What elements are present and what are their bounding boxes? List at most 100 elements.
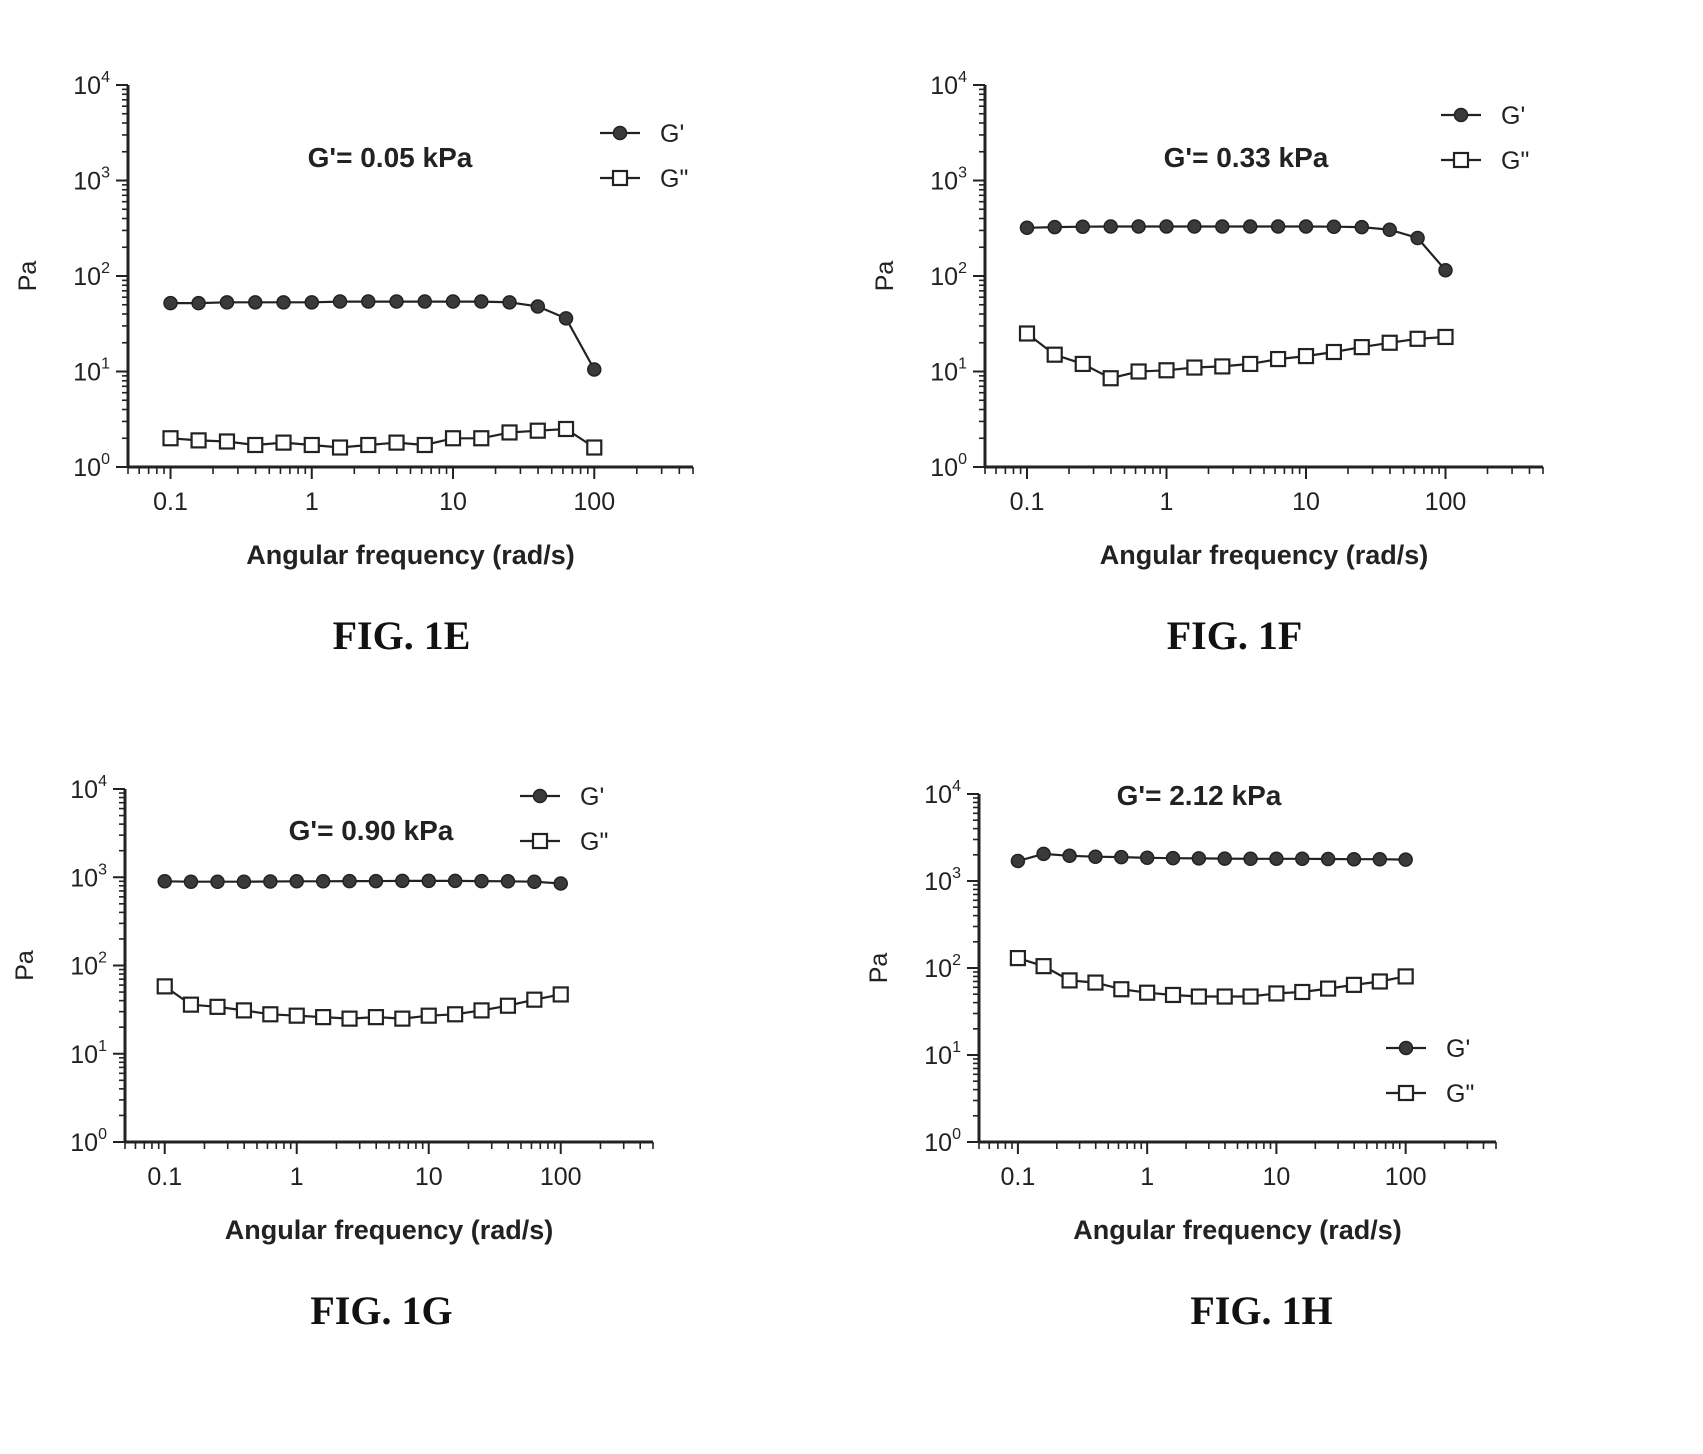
data-point — [586, 439, 603, 456]
data-point — [1130, 363, 1147, 380]
legend-marker — [1453, 107, 1469, 123]
legend-label: G" — [1446, 1080, 1474, 1108]
x-tick-label: 10 — [1292, 488, 1320, 516]
data-point — [1243, 851, 1258, 867]
data-point — [1216, 988, 1233, 1005]
data-point — [1217, 851, 1232, 866]
data-point — [276, 295, 291, 310]
data-point — [1139, 850, 1155, 866]
data-point — [1294, 983, 1311, 1001]
data-point — [1036, 846, 1051, 862]
data-point — [1159, 219, 1174, 234]
x-tick-label: 100 — [540, 1163, 582, 1191]
x-tick-label: 0.1 — [153, 488, 188, 516]
data-point — [1164, 986, 1182, 1004]
data-point — [315, 874, 331, 889]
legend: G' G" — [520, 783, 608, 856]
data-point — [502, 295, 517, 310]
series-storage-modulus — [1010, 846, 1413, 869]
data-point — [499, 997, 517, 1014]
legend-label: G' — [660, 120, 684, 148]
data-point — [1270, 219, 1286, 234]
y-axis-label: Pa — [865, 953, 893, 984]
y-tick-label: 102 — [70, 950, 107, 981]
legend-marker — [531, 832, 549, 850]
data-point — [395, 873, 410, 889]
series-line — [1026, 332, 1446, 380]
y-axis-label: Pa — [14, 261, 42, 292]
data-point — [1191, 851, 1207, 866]
data-point — [1186, 359, 1203, 376]
data-point — [552, 986, 569, 1003]
series-line — [164, 879, 561, 885]
data-point — [1242, 219, 1258, 234]
data-point — [288, 1007, 305, 1024]
x-tick-label: 1 — [1140, 1163, 1154, 1191]
legend-marker — [1398, 1040, 1414, 1056]
y-tick-label: 100 — [70, 1126, 107, 1157]
x-tick-label: 100 — [1425, 488, 1467, 516]
series-line — [1017, 957, 1406, 998]
data-point — [529, 422, 546, 439]
data-point — [1371, 973, 1388, 990]
y-tick-label: 102 — [930, 260, 967, 291]
data-point — [1295, 851, 1310, 867]
legend-label: G" — [1501, 147, 1529, 175]
data-point — [1087, 974, 1104, 991]
figure-panel-1g: 100 101 102 103 104 0.1 1 10 100 Angular frequenc… — [0, 727, 851, 1454]
legend-label: G" — [660, 165, 688, 193]
series-line — [164, 985, 561, 1020]
data-point — [1268, 985, 1285, 1002]
data-point — [289, 874, 304, 889]
chart-1h: 100 101 102 103 104 0.1 1 10 100 Angular frequenc… — [865, 778, 1497, 1245]
data-point — [553, 876, 568, 891]
y-tick-label: 100 — [73, 451, 110, 482]
figure-panel-1f: 100 101 102 103 104 0.1 1 10 100 Angular frequenc… — [851, 0, 1702, 727]
y-tick-label: 100 — [930, 451, 967, 482]
data-point — [360, 436, 377, 454]
data-point — [447, 1006, 464, 1023]
figure-panel-1e: 100 101 102 103 104 0.1 1 10 100 Angular frequenc… — [0, 0, 851, 727]
data-point — [342, 873, 357, 889]
figure-caption: FIG. 1H — [1190, 1288, 1333, 1333]
data-point — [388, 434, 405, 451]
data-point — [332, 294, 348, 309]
data-point — [587, 362, 602, 377]
data-point — [1437, 328, 1454, 346]
legend-label: G" — [580, 828, 608, 856]
annotation-text: G'= 0.90 kPa — [289, 815, 454, 846]
data-point — [1242, 988, 1259, 1005]
x-axis-label: Angular frequency (rad/s) — [246, 540, 575, 570]
data-point — [183, 874, 199, 889]
y-tick-label: 104 — [924, 778, 961, 809]
data-point — [1382, 222, 1397, 237]
data-point — [1088, 849, 1103, 864]
data-point — [1113, 981, 1130, 998]
y-axis-label: Pa — [11, 950, 39, 981]
data-point — [303, 436, 320, 454]
data-point — [1061, 972, 1078, 989]
y-tick-label: 104 — [70, 773, 107, 804]
x-tick-label: 10 — [415, 1163, 443, 1191]
data-point — [315, 1009, 332, 1026]
data-point — [416, 436, 433, 454]
legend: G' G" — [600, 120, 688, 193]
data-point — [557, 420, 575, 438]
data-point — [1326, 219, 1342, 234]
x-tick-label: 0.1 — [1001, 1163, 1036, 1191]
data-point — [421, 873, 436, 889]
data-point — [156, 978, 173, 995]
series-loss-modulus — [156, 978, 569, 1027]
x-tick-label: 1 — [1160, 488, 1174, 516]
legend: G' G" — [1441, 102, 1529, 175]
data-point — [1131, 219, 1146, 234]
series-line — [170, 300, 596, 371]
y-tick-label: 101 — [70, 1038, 107, 1069]
data-point — [1075, 219, 1090, 234]
data-point — [526, 991, 543, 1008]
data-point — [1046, 346, 1063, 363]
data-point — [1397, 968, 1414, 985]
y-tick-label: 103 — [73, 165, 110, 196]
y-tick-label: 103 — [924, 865, 961, 896]
chart-1g: 100 101 102 103 104 0.1 1 10 100 Angular frequenc… — [11, 773, 654, 1245]
